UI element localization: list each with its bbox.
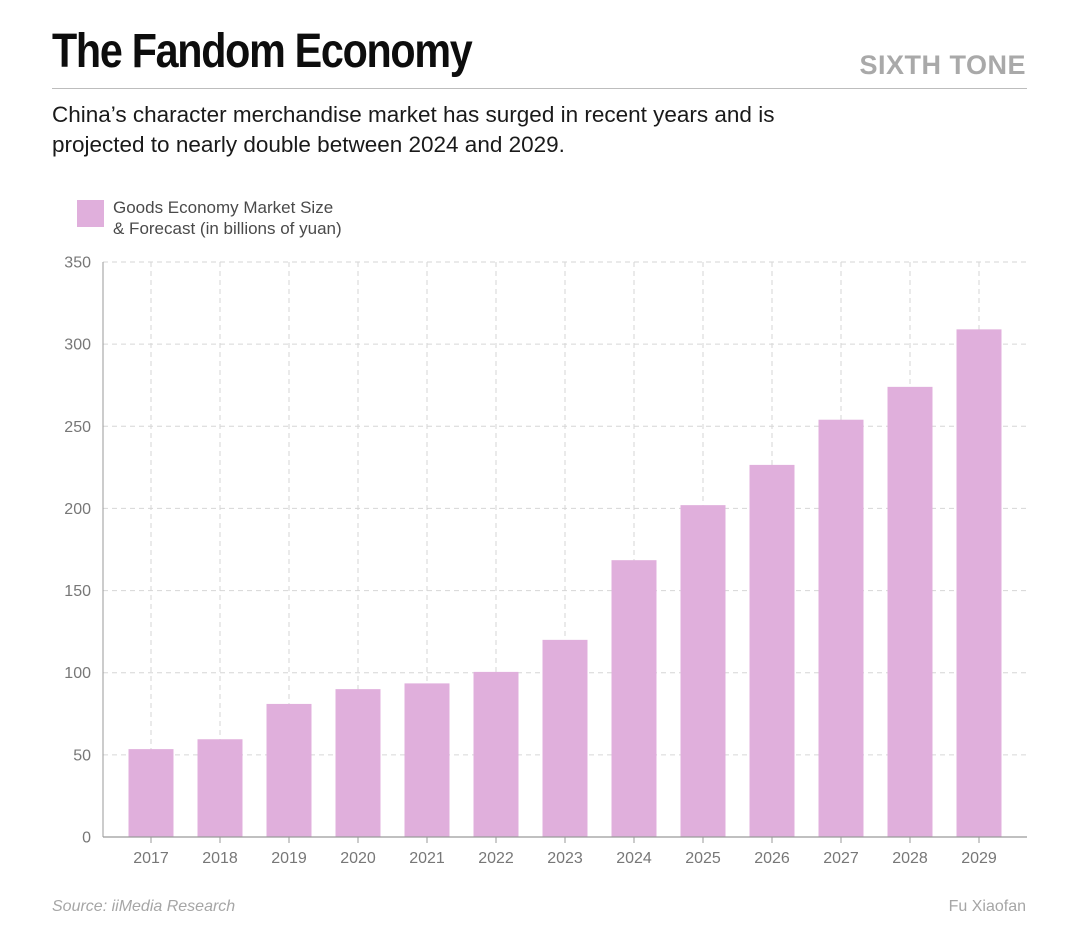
y-tick-label: 100 xyxy=(64,665,91,682)
legend-swatch xyxy=(77,200,104,227)
x-tick-label: 2028 xyxy=(892,850,928,867)
x-tick-label: 2026 xyxy=(754,850,790,867)
source-note: Source: iiMedia Research xyxy=(52,898,236,915)
title-divider xyxy=(52,88,1027,89)
bar-2019 xyxy=(266,703,312,837)
author-credit: Fu Xiaofan xyxy=(948,898,1026,915)
x-tick-label: 2017 xyxy=(133,850,169,867)
bar-2018 xyxy=(197,739,243,837)
x-tick-label: 2025 xyxy=(685,850,721,867)
y-tick-label: 250 xyxy=(64,419,91,436)
bar-2020 xyxy=(335,689,381,837)
x-tick-label: 2023 xyxy=(547,850,583,867)
x-tick-label: 2027 xyxy=(823,850,859,867)
x-tick-label: 2021 xyxy=(409,850,445,867)
y-tick-label: 50 xyxy=(73,747,91,764)
legend-label: Goods Economy Market Size & Forecast (in… xyxy=(113,197,413,239)
bar-2025 xyxy=(680,505,726,837)
chart-subtitle: China’s character merchandise market has… xyxy=(52,102,775,157)
bar-2029 xyxy=(956,329,1002,837)
bar-2027 xyxy=(818,419,864,837)
label-layer: 0 50 100 150 200 250 300 350 2017 2018 2019 2020 202… xyxy=(64,255,997,868)
x-tick-label: 2029 xyxy=(961,850,997,867)
bar-2022 xyxy=(473,671,519,837)
x-tick-label: 2018 xyxy=(202,850,238,867)
bar-2017 xyxy=(128,749,174,837)
x-tick-label: 2022 xyxy=(478,850,514,867)
x-tick-label: 2019 xyxy=(271,850,307,867)
x-tick-label: 2024 xyxy=(616,850,652,867)
brand-logo: SIXTH TONE xyxy=(859,50,1026,80)
legend-label-line-2: & Forecast (in billions of yuan) xyxy=(113,219,342,238)
bar-layer xyxy=(128,329,1002,837)
chart-title: The Fandom Economy xyxy=(52,25,473,78)
bar-2023 xyxy=(542,639,588,837)
bar-2028 xyxy=(887,386,933,837)
y-tick-label: 300 xyxy=(64,337,91,354)
bar-2021 xyxy=(404,683,450,837)
bar-2026 xyxy=(749,464,795,837)
bar-2024 xyxy=(611,560,657,837)
y-tick-label: 150 xyxy=(64,583,91,600)
x-tick-label: 2020 xyxy=(340,850,376,867)
y-tick-label: 0 xyxy=(82,830,91,847)
legend-label-line-1: Goods Economy Market Size xyxy=(113,198,334,217)
y-tick-label: 350 xyxy=(64,255,91,272)
y-tick-label: 200 xyxy=(64,501,91,518)
axis-layer xyxy=(102,262,1027,843)
